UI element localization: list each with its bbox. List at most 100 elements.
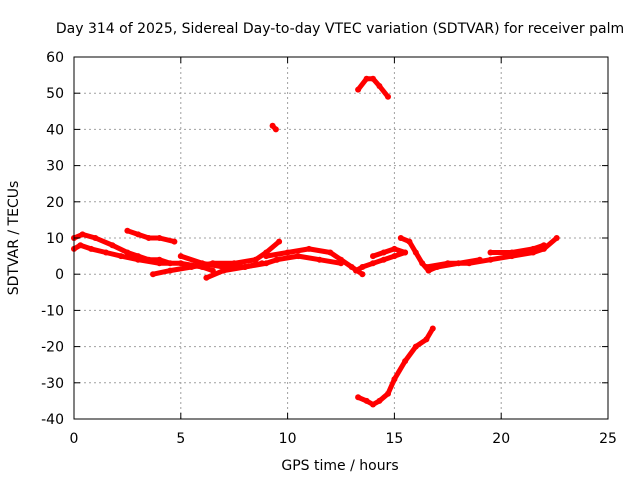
data-point	[402, 358, 409, 365]
data-point	[444, 260, 451, 267]
data-point	[530, 245, 537, 252]
data-point	[124, 227, 131, 234]
data-point	[466, 260, 473, 267]
data-point	[376, 397, 383, 404]
data-point	[370, 75, 376, 82]
data-point	[188, 264, 195, 270]
y-tick-label: 50	[46, 86, 64, 102]
series-arc-13	[355, 326, 436, 407]
data-point	[295, 253, 302, 260]
y-tick-label: -30	[41, 376, 64, 392]
data-point	[391, 376, 398, 383]
data-point	[241, 264, 248, 270]
x-tick-label: 25	[599, 431, 617, 447]
data-point	[103, 249, 109, 256]
y-axis-label: SDTVAR / TECUs	[6, 181, 22, 296]
series-arc-6	[203, 260, 265, 281]
data-point	[316, 256, 323, 263]
data-point	[370, 260, 376, 267]
data-point	[135, 231, 142, 238]
data-point	[508, 249, 515, 256]
data-point	[553, 235, 560, 241]
y-tick-label: 60	[46, 50, 64, 66]
x-tick-label: 0	[70, 431, 79, 447]
data-point	[177, 253, 184, 260]
data-point	[487, 249, 494, 256]
data-point	[370, 401, 376, 408]
y-tick-label: 30	[46, 159, 64, 175]
data-point	[385, 93, 391, 100]
data-point	[348, 264, 355, 270]
grid	[74, 57, 608, 419]
x-tick-label: 10	[279, 431, 297, 447]
data-point	[355, 394, 362, 401]
data-point	[423, 264, 430, 270]
data-point	[363, 397, 370, 404]
data-point	[380, 249, 387, 256]
series-arc-12	[370, 246, 408, 259]
data-point	[359, 271, 366, 278]
data-point	[203, 274, 210, 281]
x-axis-label: GPS time / hours	[281, 458, 398, 474]
data-point	[353, 267, 359, 274]
data-point	[145, 235, 152, 241]
y-tick-label: 40	[46, 122, 64, 138]
data-point	[355, 86, 362, 93]
y-tick-label: 10	[46, 231, 64, 247]
data-point	[363, 75, 370, 82]
data-point	[406, 238, 413, 245]
data-point	[156, 235, 163, 241]
x-tick-label: 5	[176, 431, 185, 447]
data-point	[77, 242, 84, 249]
data-point	[171, 238, 178, 245]
data-point	[376, 83, 383, 89]
data-point	[380, 256, 387, 263]
series-arc-16	[488, 242, 547, 255]
data-point	[167, 267, 174, 274]
y-tick-label: -20	[41, 340, 64, 356]
data-point	[423, 336, 430, 343]
data-point	[272, 126, 279, 133]
data-point	[263, 253, 270, 260]
x-tick-label: 20	[492, 431, 510, 447]
data-point	[135, 253, 142, 260]
data-point	[306, 245, 312, 252]
data-point	[391, 245, 398, 252]
data-point	[167, 260, 174, 267]
data-point	[199, 260, 206, 267]
data-point	[385, 390, 391, 397]
data-point	[419, 260, 426, 267]
data-point	[124, 249, 131, 256]
data-point	[263, 260, 270, 267]
data-point	[540, 242, 547, 249]
data-point	[177, 260, 184, 267]
data-point	[92, 235, 99, 241]
data-point	[397, 235, 404, 241]
data-point	[338, 260, 344, 267]
data-point	[109, 242, 116, 249]
data-point	[391, 253, 398, 260]
data-point	[145, 256, 152, 263]
data-point	[284, 249, 291, 256]
y-tick-label: 20	[46, 195, 64, 211]
data-point	[359, 264, 366, 270]
y-tick-label: -10	[41, 303, 64, 319]
data-point	[273, 256, 280, 263]
data-point	[370, 253, 376, 260]
data-point	[276, 238, 283, 245]
data-point	[327, 249, 334, 256]
data-point	[429, 325, 436, 332]
y-tick-label: -40	[41, 412, 64, 428]
data-point	[88, 245, 95, 252]
data-point	[150, 271, 156, 278]
y-tick-label: 0	[55, 267, 64, 283]
data-point	[220, 267, 227, 274]
series-layer	[71, 75, 560, 408]
x-tick-label: 15	[385, 431, 403, 447]
data-point	[402, 249, 409, 256]
data-point	[118, 253, 124, 260]
data-point	[412, 343, 419, 350]
data-point	[79, 231, 86, 238]
